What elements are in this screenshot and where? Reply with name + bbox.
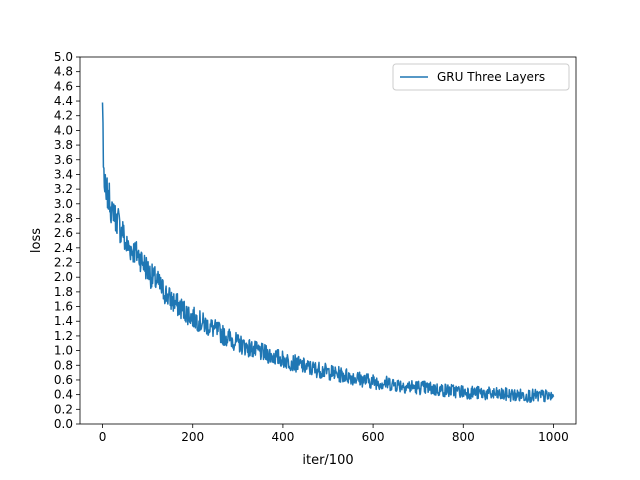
y-tick-label: 3.8 <box>54 138 73 152</box>
y-tick-label: 1.0 <box>54 344 73 358</box>
plot-area <box>101 102 555 403</box>
legend: GRU Three Layers <box>392 63 570 91</box>
y-tick-label: 1.8 <box>54 285 73 299</box>
y-tick-label: 3.6 <box>54 153 73 167</box>
y-tick-label: 2.2 <box>54 256 73 270</box>
y-tick-label: 1.4 <box>54 314 73 328</box>
y-tick-label: 4.0 <box>54 123 73 137</box>
x-tick-label: 600 <box>362 430 385 444</box>
x-tick-label: 400 <box>271 430 294 444</box>
y-tick-label: 2.0 <box>54 270 73 284</box>
y-tick-label: 5.0 <box>54 50 73 64</box>
legend-box <box>392 63 570 91</box>
y-tick-label: 3.0 <box>54 197 73 211</box>
x-axis-label: iter/100 <box>302 453 353 468</box>
x-axis-ticks: 0 200 400 600 800 1000 <box>99 424 569 444</box>
y-tick-label: 0.0 <box>54 417 73 431</box>
y-tick-label: 1.2 <box>54 329 73 343</box>
y-tick-label: 0.8 <box>54 358 73 372</box>
y-tick-label: 0.6 <box>54 373 73 387</box>
y-tick-label: 4.2 <box>54 109 73 123</box>
y-tick-label: 4.8 <box>54 65 73 79</box>
x-tick-label: 0 <box>99 430 107 444</box>
y-tick-label: 3.2 <box>54 182 73 196</box>
y-tick-label: 2.6 <box>54 226 73 240</box>
series-line-gru-three-layers <box>101 102 555 403</box>
y-tick-label: 2.8 <box>54 211 73 225</box>
y-axis-label: loss <box>29 228 44 253</box>
axes-frame <box>79 56 577 425</box>
y-axis-ticks: 0.00.20.40.60.81.01.21.41.61.82.02.22.42… <box>54 50 80 431</box>
x-tick-label: 800 <box>452 430 475 444</box>
y-tick-label: 0.4 <box>54 388 73 402</box>
y-tick-label: 3.4 <box>54 167 73 181</box>
y-tick-label: 2.4 <box>54 241 73 255</box>
y-tick-label: 4.4 <box>54 94 73 108</box>
y-tick-label: 4.6 <box>54 79 73 93</box>
y-tick-label: 1.6 <box>54 300 73 314</box>
legend-label: GRU Three Layers <box>437 70 545 84</box>
y-tick-label: 0.2 <box>54 402 73 416</box>
x-tick-label: 200 <box>181 430 204 444</box>
x-tick-label: 1000 <box>538 430 569 444</box>
